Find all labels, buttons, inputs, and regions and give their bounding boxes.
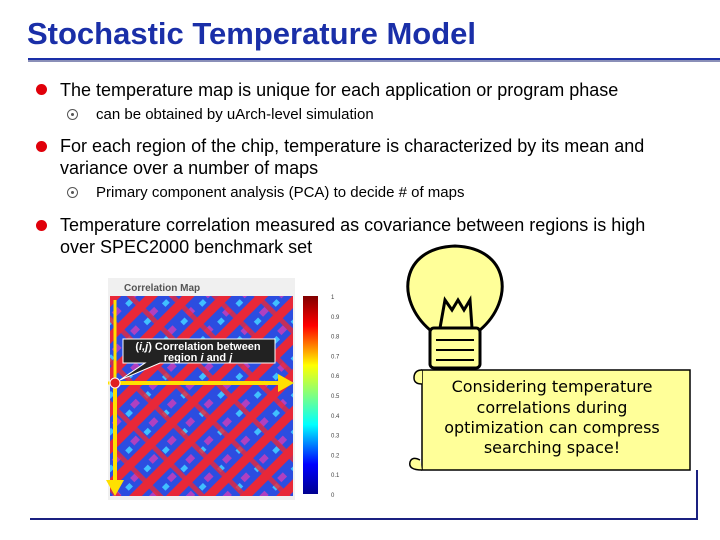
sub-bullet-text: Primary component analysis (PCA) to deci… [96,184,465,201]
bullet-text: For each region of the chip, temperature… [60,136,645,178]
note-line: correlations during [477,398,628,417]
callout-text: ) Correlation between [148,341,261,353]
colorbar-tick-label: 1 [331,295,335,301]
bulb [406,244,504,332]
colorbar-tick-label: 0.1 [331,473,340,479]
sub-bullet [67,109,78,120]
filament [438,295,474,329]
bullet [36,84,47,95]
sub-bullet [67,187,78,198]
arrowhead [106,480,124,496]
title: Stochastic Temperature Model [27,16,477,51]
colorbar-tick-label: 0.7 [331,354,340,360]
figure-title: Correlation Map [124,283,200,294]
colorbar-tick-label: 0.3 [331,434,340,440]
callout-text: region [164,352,198,364]
heatmap-overlay [110,296,293,496]
callout-line: (i,j) Correlation between [135,341,261,353]
colorbar-tick-label: 0.4 [331,414,340,420]
callout-line: region i and j [164,352,233,364]
bullet [36,141,47,152]
note-line: searching space! [484,438,620,457]
colorbar-tick-label: 0.8 [331,335,340,341]
sub-bullet-text: can be obtained by uArch-level simulatio… [96,106,374,123]
colorbar [303,296,318,494]
callout-text: and [207,352,227,364]
note-line: optimization can compress [444,418,660,437]
callout-box [119,338,276,381]
bullet-text: Temperature correlation measured as cova… [60,215,646,257]
colorbar-tick-label: 0 [331,493,335,499]
note-scroll [421,369,691,471]
callout-text: ( [135,341,139,353]
bulb-base [428,326,482,370]
callout-text: i [200,352,204,364]
note-line: Considering temperature [452,377,653,396]
colorbar-tick-label: 0.6 [331,374,340,380]
callout-text: j [227,352,233,364]
callout-text: i,j [139,341,149,353]
frame [30,470,698,520]
arrowhead [278,374,294,392]
colorbar-tick-label: 0.9 [331,315,340,321]
point [109,377,121,389]
bullet-text: The temperature map is unique for each a… [60,80,619,100]
bullet [36,220,47,231]
colorbar-tick-label: 0.5 [331,394,340,400]
colorbar-tick-label: 0.2 [331,453,340,459]
